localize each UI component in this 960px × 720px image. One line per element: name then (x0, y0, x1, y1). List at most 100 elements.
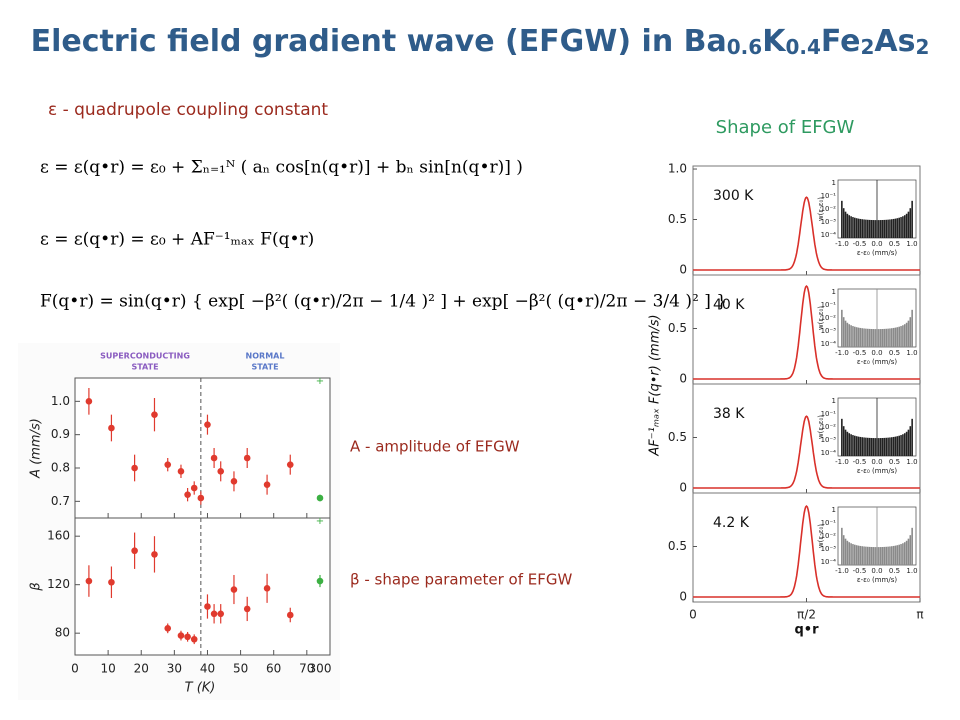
inset-bar (844, 429, 847, 456)
inset-bar (855, 436, 858, 456)
inset-bar (883, 219, 886, 238)
inset-bar (909, 208, 912, 238)
inset-x-tick-label: 0.5 (889, 458, 900, 466)
inset-bar (863, 219, 865, 238)
x-tick-label: 50 (233, 662, 248, 676)
inset-bar (881, 546, 884, 565)
inset-y-tick-label: 10⁻¹ (821, 519, 837, 527)
data-point (286, 461, 294, 468)
inset-bar (885, 437, 888, 456)
y-tick-label: 0.9 (51, 427, 70, 441)
inset-bar (861, 546, 863, 565)
inset-bar (900, 326, 902, 347)
data-point (184, 491, 191, 498)
data-point (85, 577, 93, 585)
equation: F(q•r) = sin(q•r) { exp[ −β²( (q•r)/2π −… (40, 292, 727, 312)
inset-bar (848, 324, 851, 347)
inset-bar (903, 542, 906, 565)
inset-bar (861, 219, 863, 238)
inset-bar (874, 438, 876, 456)
inset-bar (841, 200, 843, 238)
title-text: Fe (821, 24, 861, 59)
data-point (190, 635, 198, 643)
inset-bar (855, 327, 858, 347)
x-tick-label: π (916, 608, 923, 622)
inset-bar (870, 437, 873, 456)
data-point (286, 611, 294, 619)
inset-bar (903, 433, 906, 456)
inset-y-tick-label: 10⁻² (821, 532, 837, 540)
data-point (197, 494, 205, 502)
y-axis-label: A (mm/s) (29, 418, 44, 479)
inset-bar (881, 219, 884, 238)
inset-bar (852, 217, 854, 238)
inset-bar (905, 431, 908, 456)
inset-bar (902, 325, 904, 347)
inset-bar (898, 435, 900, 456)
inset-bar (861, 437, 863, 456)
inset-bar (863, 437, 865, 456)
inset-y-tick-label: 1 (832, 506, 836, 514)
inset-bar (855, 545, 858, 565)
inset-bar (883, 328, 886, 347)
inset-x-label: ε-ε₀ (mm/s) (857, 576, 897, 584)
inset-y-label: w(ε-ε₀) (817, 197, 825, 221)
inset-bar (892, 327, 895, 347)
inset-bar (841, 527, 843, 565)
inset-y-tick-label: 10⁻³ (821, 545, 837, 553)
inset-bar (846, 213, 849, 238)
inset-bar (863, 546, 865, 565)
y-tick-label: 0.5 (668, 212, 687, 226)
inset-bar (854, 326, 856, 347)
inset-bar (903, 215, 906, 238)
inset-y-tick-label: 10⁻³ (821, 218, 837, 226)
inset-bar (846, 431, 849, 456)
data-point (243, 454, 251, 462)
y-tick-label: 160 (47, 529, 70, 543)
x-tick-label: 20 (134, 662, 149, 676)
inset-y-label: w(ε-ε₀) (817, 306, 825, 330)
inset-bar (861, 328, 863, 347)
inset-y-tick-label: 10⁻⁴ (821, 449, 837, 457)
x-tick-label: 0 (71, 662, 79, 676)
inset-bar (872, 438, 875, 456)
inset-bar (907, 429, 910, 456)
inset-bar (859, 327, 862, 347)
data-point (184, 633, 191, 641)
inset-bar (887, 328, 889, 347)
inset-bar (892, 218, 895, 238)
inset-bar (894, 436, 897, 456)
inset-bar (896, 218, 899, 238)
inset-bar (844, 538, 847, 565)
slide-title: Electric field gradient wave (EFGW) in B… (31, 24, 930, 59)
y-tick-label: 0.5 (668, 539, 687, 553)
amplitude-label: A - amplitude of EFGW (350, 438, 520, 456)
inset-bar (865, 437, 867, 456)
inset-bar (891, 437, 893, 456)
inset-bar (885, 328, 888, 347)
inset-bar (887, 219, 889, 238)
inset-bar (870, 219, 873, 238)
inset-bar (859, 218, 862, 238)
y-tick-label: 0 (679, 371, 687, 385)
inset-bar (909, 317, 912, 347)
axis-break: + (316, 516, 324, 527)
inset-bar (842, 426, 845, 456)
inset-bar (846, 322, 849, 347)
inset-bar (848, 215, 851, 238)
inset-bar (911, 527, 913, 565)
y-tick-label: 0 (679, 589, 687, 603)
equation: ε = ε(q•r) = ε₀ + Σₙ₌₁ᴺ ( aₙ cos[n(q•r)]… (40, 158, 523, 178)
y-tick-label: 120 (47, 577, 70, 591)
inset-bar (879, 438, 882, 456)
x-tick-label: 30 (167, 662, 182, 676)
inset-bar (850, 543, 852, 565)
data-point (210, 610, 218, 618)
x-tick-label: 0 (689, 608, 697, 622)
x-tick-label: 70 (299, 662, 314, 676)
x-tick-label: 300 (309, 662, 332, 676)
y-axis-label: AF⁻¹ₘₐₓ F(q•r) (mm/s) (648, 314, 663, 456)
temperature-label: 4.2 K (713, 515, 750, 531)
inset-bar (885, 546, 888, 565)
